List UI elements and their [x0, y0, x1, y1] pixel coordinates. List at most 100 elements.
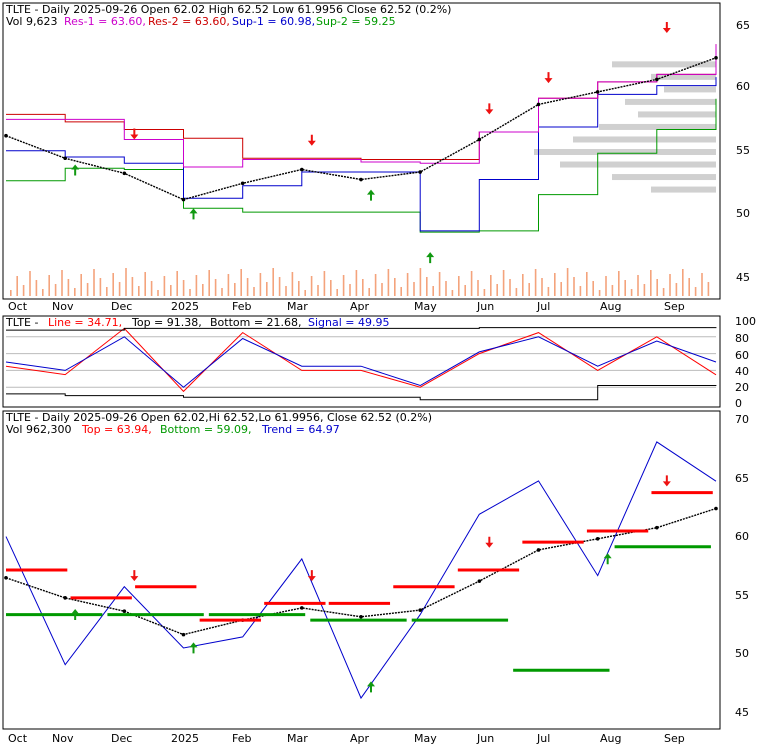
close-point	[418, 170, 422, 174]
volume-bar	[176, 271, 178, 296]
volume-bar	[336, 289, 338, 296]
p1-xlabel-jun: Jun	[476, 300, 494, 313]
volume-bar	[522, 274, 524, 296]
volume-bar	[170, 285, 172, 296]
p2-ytick-60: 60	[735, 349, 749, 362]
oscillator-panel-frame	[2, 315, 721, 408]
volume-bar	[694, 287, 697, 296]
volume-bar	[22, 285, 25, 296]
trend-close-point	[418, 608, 422, 612]
close-point	[595, 90, 600, 94]
trend-close-point	[655, 525, 659, 530]
sell-arrow-icon	[307, 134, 316, 146]
volume-bar	[278, 277, 281, 296]
volume-bar	[61, 270, 63, 296]
volume-bar	[29, 271, 31, 296]
volume-bar	[630, 289, 633, 296]
volume-bar	[125, 268, 127, 296]
volume-bar	[566, 268, 569, 296]
volume-bar	[118, 282, 121, 296]
volume-bar	[54, 284, 57, 296]
trend-close-point	[477, 579, 482, 583]
close-point	[63, 156, 67, 161]
p1-xlabel-dec: Dec	[111, 300, 132, 313]
volume-bar	[528, 283, 530, 296]
buy-arrow-icon	[603, 553, 612, 565]
p1-ytick-60: 60	[736, 80, 750, 93]
p3-ytick-50: 50	[735, 647, 749, 660]
oscillator-signal-line	[5, 336, 717, 388]
p2-ytick-100: 100	[735, 315, 756, 328]
price-panel-title: TLTE - Daily 2025-09-26 Open 62.02 High …	[5, 3, 451, 16]
volume-bar	[42, 289, 44, 296]
osc-signal-label: Signal = 49.95	[308, 316, 390, 329]
volume-bar	[605, 276, 607, 296]
volume-bar	[438, 272, 441, 296]
volume-bar	[662, 288, 665, 296]
volume-bar	[99, 278, 102, 296]
trend-panel-volume: Vol 962,300	[6, 423, 71, 436]
volume-bar	[688, 278, 690, 296]
trend-line-label: Trend = 64.97	[261, 423, 340, 436]
sell-arrow-icon	[307, 570, 316, 582]
volume-profile-bar	[599, 123, 716, 130]
volume-profile-bar	[625, 98, 716, 105]
volume-bar	[669, 274, 671, 296]
volume-bar	[291, 272, 294, 296]
volume-bar	[259, 273, 262, 296]
volume-bar	[74, 288, 76, 296]
volume-bar	[214, 279, 217, 296]
volume-bar	[381, 283, 383, 296]
volume-bar	[362, 279, 364, 296]
volume-bar	[150, 281, 153, 296]
volume-bar	[656, 279, 658, 296]
osc-top-label: Top = 91.38,	[131, 316, 202, 329]
volume-bar	[342, 275, 345, 296]
volume-bar	[554, 273, 556, 296]
p1-ytick-65: 65	[736, 19, 750, 32]
volume-bar	[464, 285, 466, 296]
p3-ytick-45: 45	[735, 706, 749, 719]
volume-profile-bar	[651, 186, 716, 193]
buy-arrow-icon	[426, 252, 435, 264]
close-point	[655, 77, 659, 82]
volume-profile-bar	[664, 86, 716, 93]
p3-xlabel-jun: Jun	[476, 732, 494, 745]
oscillator-panel	[5, 327, 717, 401]
trend-line	[5, 441, 717, 700]
volume-bar	[515, 288, 518, 296]
volume-bar	[330, 280, 332, 296]
p3-xlabel-aug: Aug	[600, 732, 621, 745]
p3-xlabel-apr: Apr	[350, 732, 370, 745]
trend-close-point	[122, 609, 127, 614]
sell-arrow-icon	[662, 22, 671, 34]
volume-bar	[368, 288, 370, 296]
volume-bar	[144, 272, 146, 296]
volume-bar	[419, 268, 422, 296]
volume-profile-bar	[651, 73, 716, 80]
volume-profile-bar	[612, 61, 716, 68]
volume-bar	[458, 276, 460, 296]
volume-bar	[560, 282, 562, 296]
volume-bar	[240, 269, 242, 296]
volume-bar	[586, 272, 588, 296]
volume-bar	[355, 270, 358, 296]
close-point	[4, 133, 8, 138]
price-panel	[4, 22, 718, 296]
p1-xlabel-apr: Apr	[350, 300, 370, 313]
volume-bar	[618, 271, 620, 296]
p3-xlabel-sep: Sep	[664, 732, 685, 745]
volume-bar	[157, 290, 159, 296]
res1-label: Res-1 = 63.60,	[64, 15, 146, 28]
sell-arrow-icon	[662, 475, 671, 487]
osc-bottom-label: Bottom = 21.68,	[210, 316, 302, 329]
close-point	[240, 181, 245, 186]
p1-xlabel-feb: Feb	[232, 300, 251, 313]
volume-bar	[67, 279, 70, 296]
volume-bar	[272, 268, 274, 296]
volume-bar	[106, 287, 108, 296]
volume-bar	[221, 288, 223, 296]
p1-ytick-55: 55	[736, 144, 750, 157]
